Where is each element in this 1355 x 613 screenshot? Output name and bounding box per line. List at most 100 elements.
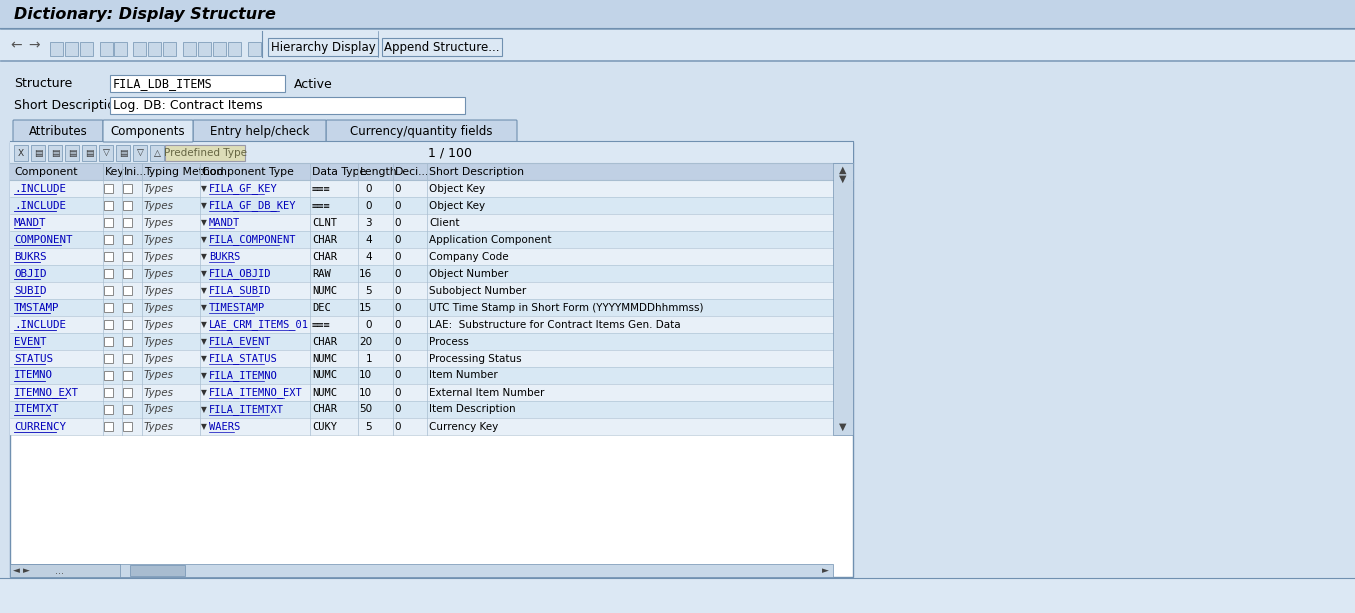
Bar	[150, 145, 164, 161]
Text: Types: Types	[144, 268, 173, 278]
Text: FILA_GF_KEY: FILA_GF_KEY	[209, 183, 278, 194]
Text: Subobject Number: Subobject Number	[430, 286, 526, 295]
Text: ▼: ▼	[201, 320, 207, 329]
Text: Component: Component	[14, 167, 77, 177]
Text: TMSTAMP: TMSTAMP	[14, 302, 60, 313]
Bar	[9, 214, 833, 231]
Bar	[9, 333, 833, 350]
Bar	[123, 235, 131, 244]
Text: ▼: ▼	[201, 218, 207, 227]
Bar	[123, 422, 131, 431]
Text: 0: 0	[394, 422, 401, 432]
Bar	[65, 145, 79, 161]
FancyBboxPatch shape	[14, 120, 103, 142]
Text: Types: Types	[144, 422, 173, 432]
Bar	[0, 578, 1355, 613]
Bar	[31, 145, 45, 161]
Text: ▤: ▤	[85, 148, 93, 158]
Bar	[123, 388, 131, 397]
Text: Types: Types	[144, 387, 173, 397]
Bar	[833, 163, 854, 435]
Bar	[65, 42, 79, 56]
Text: 0: 0	[366, 200, 373, 210]
Text: ◄: ◄	[12, 566, 19, 576]
Text: Process: Process	[430, 337, 469, 346]
Text: 0: 0	[394, 183, 401, 194]
Bar	[104, 252, 112, 261]
Text: ▼: ▼	[201, 286, 207, 295]
Text: 5: 5	[366, 422, 373, 432]
Text: FILA_ITEMTXT: FILA_ITEMTXT	[209, 404, 285, 415]
Bar	[104, 269, 112, 278]
Text: Object Number: Object Number	[430, 268, 508, 278]
Text: ...: ...	[56, 566, 65, 576]
Bar	[9, 282, 833, 299]
Text: ▼: ▼	[201, 252, 207, 261]
Text: ▤: ▤	[119, 148, 127, 158]
Bar	[9, 248, 833, 265]
Bar	[104, 218, 112, 227]
Text: LAE:  Substructure for Contract Items Gen. Data: LAE: Substructure for Contract Items Gen…	[430, 319, 680, 330]
Text: Data Type: Data Type	[312, 167, 366, 177]
Text: 20: 20	[359, 337, 373, 346]
Text: CUKY: CUKY	[312, 422, 337, 432]
Text: ▼: ▼	[839, 422, 847, 432]
Text: DEC: DEC	[312, 302, 331, 313]
Text: 1: 1	[366, 354, 373, 364]
Text: CHAR: CHAR	[312, 251, 337, 262]
Bar	[133, 42, 146, 56]
Text: ▤: ▤	[50, 148, 60, 158]
Text: ▲: ▲	[839, 165, 847, 175]
Text: FILA_EVENT: FILA_EVENT	[209, 336, 271, 347]
Text: 0: 0	[366, 183, 373, 194]
Text: Types: Types	[144, 251, 173, 262]
Bar	[163, 42, 176, 56]
Bar	[382, 38, 501, 56]
Text: Deci...: Deci...	[396, 167, 430, 177]
Text: 10: 10	[359, 387, 373, 397]
Bar	[9, 418, 833, 435]
Text: ▽: ▽	[137, 148, 144, 158]
Bar	[114, 42, 127, 56]
Text: 0: 0	[394, 268, 401, 278]
Bar	[104, 337, 112, 346]
Bar	[123, 269, 131, 278]
Text: Types: Types	[144, 319, 173, 330]
Bar	[9, 180, 833, 197]
Text: STATUS: STATUS	[14, 354, 53, 364]
Bar	[104, 286, 112, 295]
Bar	[110, 75, 285, 92]
Text: Components: Components	[111, 124, 186, 137]
Text: FILA_ITEMNO_EXT: FILA_ITEMNO_EXT	[209, 387, 302, 398]
Bar	[123, 201, 131, 210]
Text: Log. DB: Contract Items: Log. DB: Contract Items	[112, 99, 263, 112]
Bar	[104, 303, 112, 312]
Bar	[183, 42, 196, 56]
Bar	[110, 97, 465, 114]
Text: FILA_LDB_ITEMS: FILA_LDB_ITEMS	[112, 77, 213, 91]
Text: FILA_OBJID: FILA_OBJID	[209, 268, 271, 279]
Bar	[104, 201, 112, 210]
Text: Application Component: Application Component	[430, 235, 551, 245]
Text: 0: 0	[394, 235, 401, 245]
Bar	[148, 42, 161, 56]
Text: .INCLUDE: .INCLUDE	[14, 200, 66, 210]
Text: CHAR: CHAR	[312, 337, 337, 346]
Text: ▼: ▼	[201, 303, 207, 312]
Text: Object Key: Object Key	[430, 183, 485, 194]
Bar	[104, 388, 112, 397]
Text: Entry help/check: Entry help/check	[210, 124, 309, 137]
Text: Types: Types	[144, 370, 173, 381]
Text: Hierarchy Display: Hierarchy Display	[271, 40, 375, 53]
Text: 3: 3	[366, 218, 373, 227]
Text: ←: ←	[9, 38, 22, 52]
Text: Company Code: Company Code	[430, 251, 508, 262]
Bar	[123, 252, 131, 261]
Text: Short Description: Short Description	[430, 167, 524, 177]
Bar	[50, 42, 62, 56]
Text: WAERS: WAERS	[209, 422, 240, 432]
Text: 1 / 100: 1 / 100	[428, 147, 472, 159]
Text: SUBID: SUBID	[14, 286, 46, 295]
Bar	[117, 145, 130, 161]
Text: 4: 4	[366, 251, 373, 262]
